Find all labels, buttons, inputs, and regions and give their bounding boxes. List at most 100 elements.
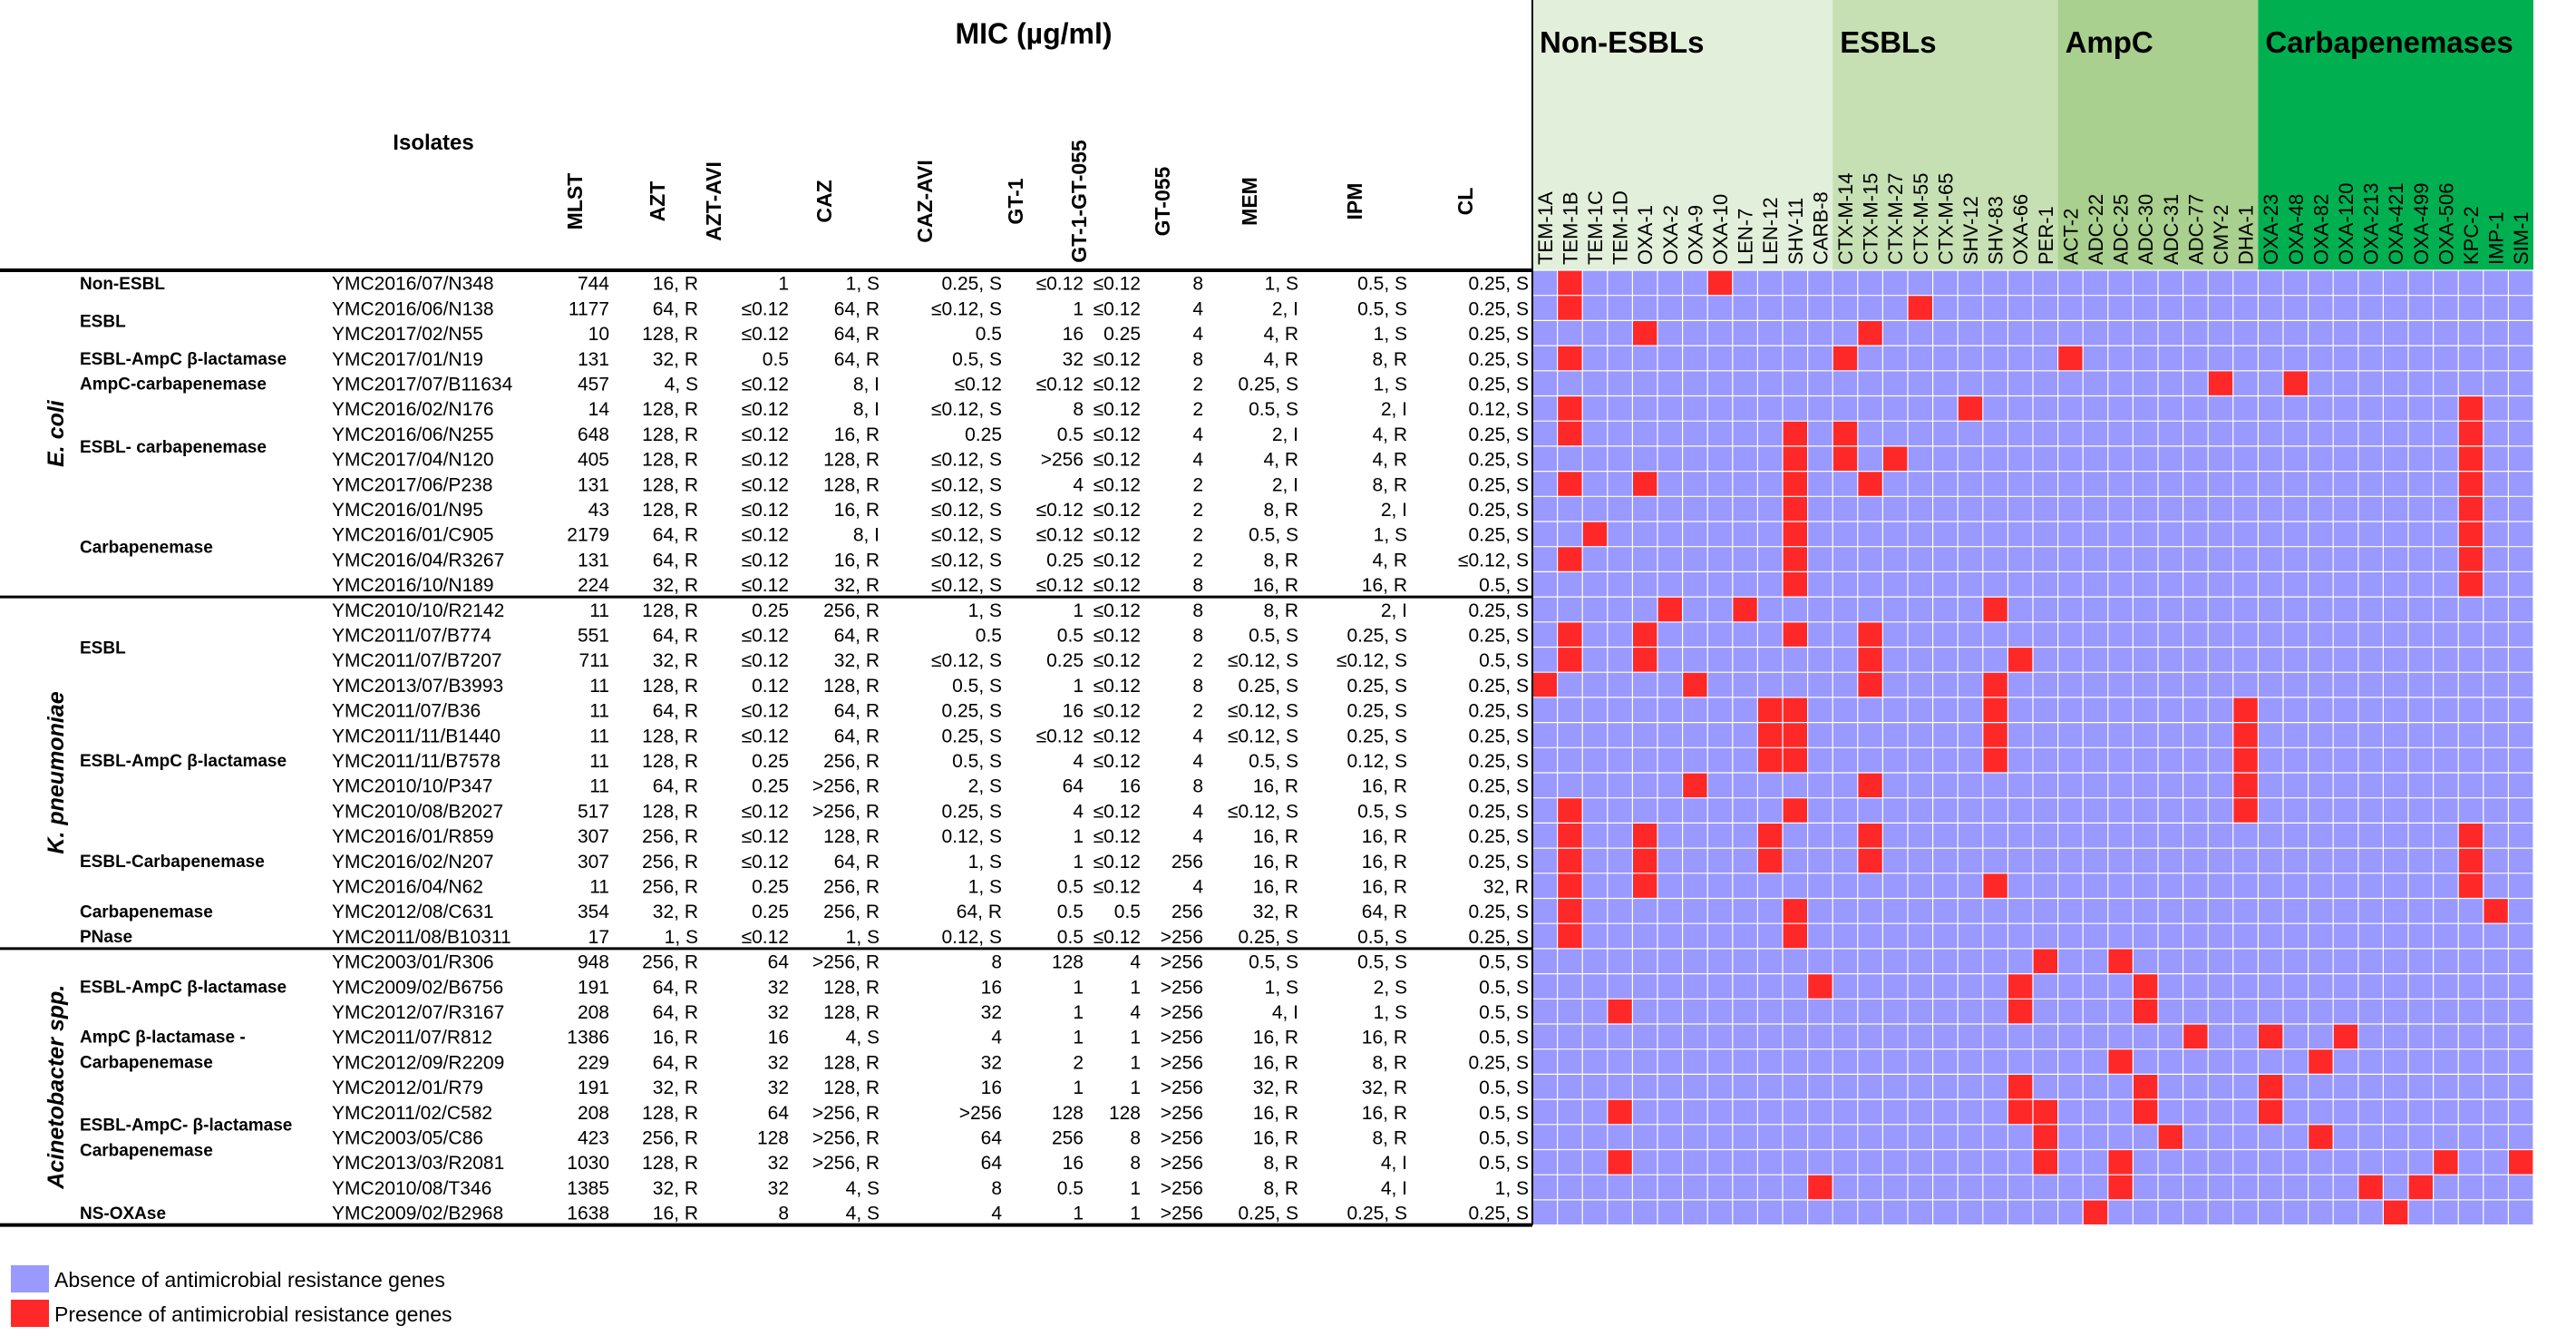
gene-absent-cell	[2483, 647, 2509, 673]
gene-absent-cell	[2083, 948, 2109, 974]
gene-absent-cell	[1557, 948, 1583, 974]
species-label: E. coli	[44, 399, 69, 467]
gene-absent-cell	[2007, 421, 2034, 447]
gene-absent-cell	[1982, 270, 2008, 297]
gene-absent-cell	[2433, 270, 2459, 297]
gene-present-cell	[1632, 647, 1658, 673]
mic-value: 16, R	[1253, 826, 1298, 847]
gene-absent-cell	[2458, 797, 2484, 824]
gene-absent-cell	[1607, 1024, 1633, 1050]
gene-absent-cell	[1832, 1175, 1859, 1201]
gene-absent-cell	[2182, 848, 2209, 874]
gene-absent-cell	[2208, 697, 2234, 723]
gene-absent-cell	[1582, 697, 1609, 723]
mic-value: >256, R	[812, 1128, 880, 1149]
mic-value: 64	[981, 1153, 1003, 1174]
isolate-id: YMC2011/11/B7578	[332, 751, 501, 772]
gene-absent-cell	[2433, 873, 2459, 899]
gene-absent-cell	[2208, 1024, 2234, 1050]
gene-absent-cell	[2383, 395, 2409, 422]
gene-absent-cell	[1732, 672, 1758, 698]
gene-absent-cell	[1757, 898, 1784, 924]
gene-absent-cell	[1882, 621, 1909, 648]
gene-absent-cell	[1682, 722, 1708, 748]
gene-absent-cell	[2258, 597, 2284, 623]
mic-value: 2	[1192, 399, 1203, 420]
gene-absent-cell	[1632, 948, 1658, 974]
gene-absent-cell	[2033, 823, 2058, 849]
mic-value: 128	[1052, 1103, 1084, 1124]
isolate-id: YMC2017/02/N55	[332, 324, 483, 345]
gene-absent-cell	[2333, 898, 2359, 924]
gene-absent-cell	[1682, 1124, 1708, 1150]
category-label: Carbapenemase	[80, 1142, 213, 1161]
gene-absent-cell	[2158, 471, 2183, 497]
species-label: K. pneumoniae	[44, 691, 69, 853]
gene-absent-cell	[1757, 773, 1784, 799]
gene-absent-cell	[2232, 621, 2259, 648]
gene-absent-cell	[2433, 421, 2459, 447]
gene-present-cell	[2107, 1048, 2134, 1075]
gene-absent-cell	[1532, 395, 1558, 422]
gene-absent-cell	[2333, 1124, 2359, 1150]
gene-absent-cell	[1807, 597, 1833, 623]
mic-value: 0.25, S	[1468, 1052, 1529, 1073]
gene-absent-cell	[2433, 546, 2459, 572]
mic-value: 1	[1073, 298, 1084, 319]
gene-absent-cell	[1732, 1175, 1758, 1201]
gene-absent-cell	[1908, 1099, 1933, 1126]
gene-absent-cell	[2182, 421, 2209, 447]
gene-absent-cell	[1607, 1074, 1633, 1100]
gene-absent-cell	[1932, 522, 1959, 548]
gene-absent-cell	[1582, 747, 1609, 774]
mic-value: 0.5	[1057, 902, 1084, 922]
gene-absent-cell	[2182, 823, 2209, 849]
gene-absent-cell	[1682, 597, 1708, 623]
gene-present-cell	[1783, 546, 1808, 572]
gene-absent-cell	[1857, 1074, 1883, 1100]
gene-column-header: OXA-213	[2360, 183, 2383, 266]
mic-value: 0.25	[752, 776, 789, 797]
gene-present-cell	[1857, 320, 1883, 346]
gene-absent-cell	[2182, 948, 2209, 974]
category-label: ESBL	[80, 312, 126, 331]
gene-absent-cell	[2158, 571, 2183, 598]
gene-absent-cell	[1908, 522, 1933, 548]
mic-column-header: GT-1	[1004, 178, 1027, 224]
mic-value: 0.5, S	[1357, 298, 1407, 319]
gene-absent-cell	[2158, 722, 2183, 748]
mic-value: 32, R	[1483, 877, 1529, 898]
gene-absent-cell	[1582, 571, 1609, 598]
mic-value: 0.25	[752, 600, 789, 621]
gene-absent-cell	[1682, 445, 1708, 472]
gene-absent-cell	[1807, 1074, 1833, 1100]
gene-absent-cell	[1632, 722, 1658, 748]
mic-value: 0.25, S	[1468, 751, 1529, 772]
gene-absent-cell	[1582, 445, 1609, 472]
mic-value: 1	[1073, 1078, 1084, 1098]
gene-present-cell	[2007, 1099, 2034, 1126]
gene-absent-cell	[2107, 295, 2134, 321]
mic-value: >256	[959, 1103, 1002, 1124]
gene-absent-cell	[1982, 320, 2008, 346]
gene-present-cell	[1757, 722, 1784, 748]
gene-absent-cell	[1932, 395, 1959, 422]
gene-absent-cell	[1932, 697, 1959, 723]
gene-absent-cell	[1557, 1149, 1583, 1175]
gene-absent-cell	[2433, 571, 2459, 598]
gene-absent-cell	[1908, 1048, 1933, 1075]
gene-absent-cell	[2483, 923, 2509, 950]
gene-absent-cell	[1982, 395, 2008, 422]
gene-present-cell	[2433, 1149, 2459, 1175]
mic-value: 128, R	[823, 977, 880, 998]
gene-absent-cell	[2383, 948, 2409, 974]
gene-absent-cell	[2007, 496, 2034, 522]
gene-absent-cell	[1807, 496, 1833, 522]
gene-absent-cell	[1657, 320, 1683, 346]
mic-value: 256	[1171, 852, 1203, 873]
gene-column-header: SIM-1	[2510, 211, 2532, 265]
gene-absent-cell	[2408, 647, 2434, 673]
legend-label: Presence of antimicrobial resistance gen…	[54, 1302, 452, 1326]
gene-absent-cell	[2408, 898, 2434, 924]
isolate-id: YMC2016/02/N176	[332, 399, 494, 420]
